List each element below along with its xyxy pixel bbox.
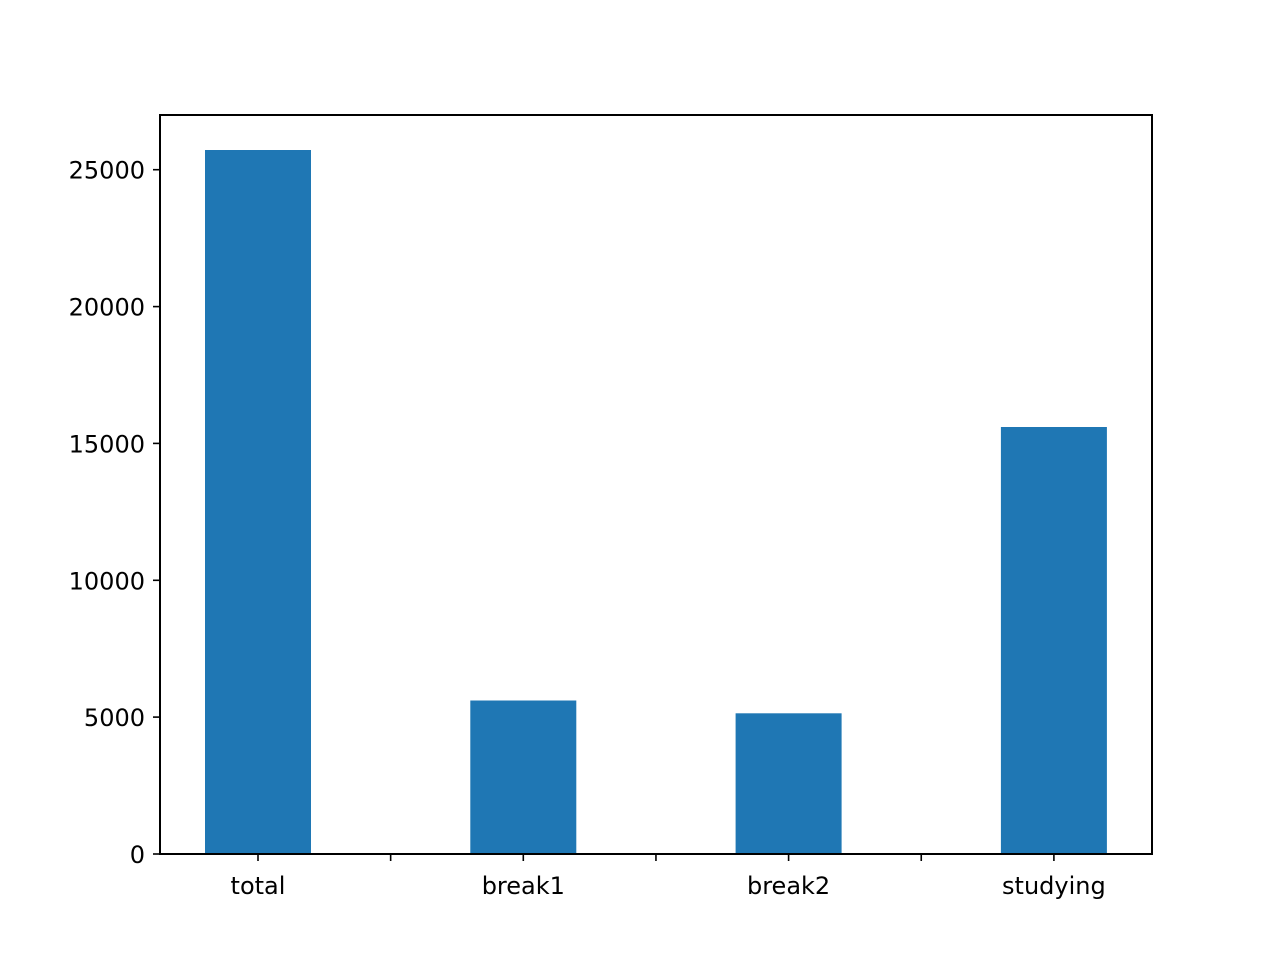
x-tick-label: break1 bbox=[482, 872, 565, 900]
bars-group bbox=[205, 150, 1107, 854]
bar-break1 bbox=[470, 700, 577, 854]
bar-break2 bbox=[735, 713, 842, 854]
bar-total bbox=[205, 150, 311, 854]
plot-frame bbox=[159, 114, 1153, 855]
x-ticks-group: total break1 break2 studying bbox=[231, 854, 1106, 900]
x-tick-label: studying bbox=[1002, 872, 1106, 900]
y-tick-label: 25000 bbox=[69, 157, 145, 185]
bar-studying bbox=[1000, 427, 1107, 854]
y-tick-label: 0 bbox=[130, 841, 145, 869]
x-tick-label: total bbox=[231, 872, 286, 900]
y-tick-label: 15000 bbox=[69, 430, 145, 458]
y-tick-label: 20000 bbox=[69, 294, 145, 322]
x-tick-label: break2 bbox=[747, 872, 830, 900]
y-tick-label: 5000 bbox=[84, 704, 145, 732]
y-tick-label: 10000 bbox=[69, 567, 145, 595]
y-ticks-group: 0 5000 10000 15000 20000 25000 bbox=[69, 157, 160, 869]
